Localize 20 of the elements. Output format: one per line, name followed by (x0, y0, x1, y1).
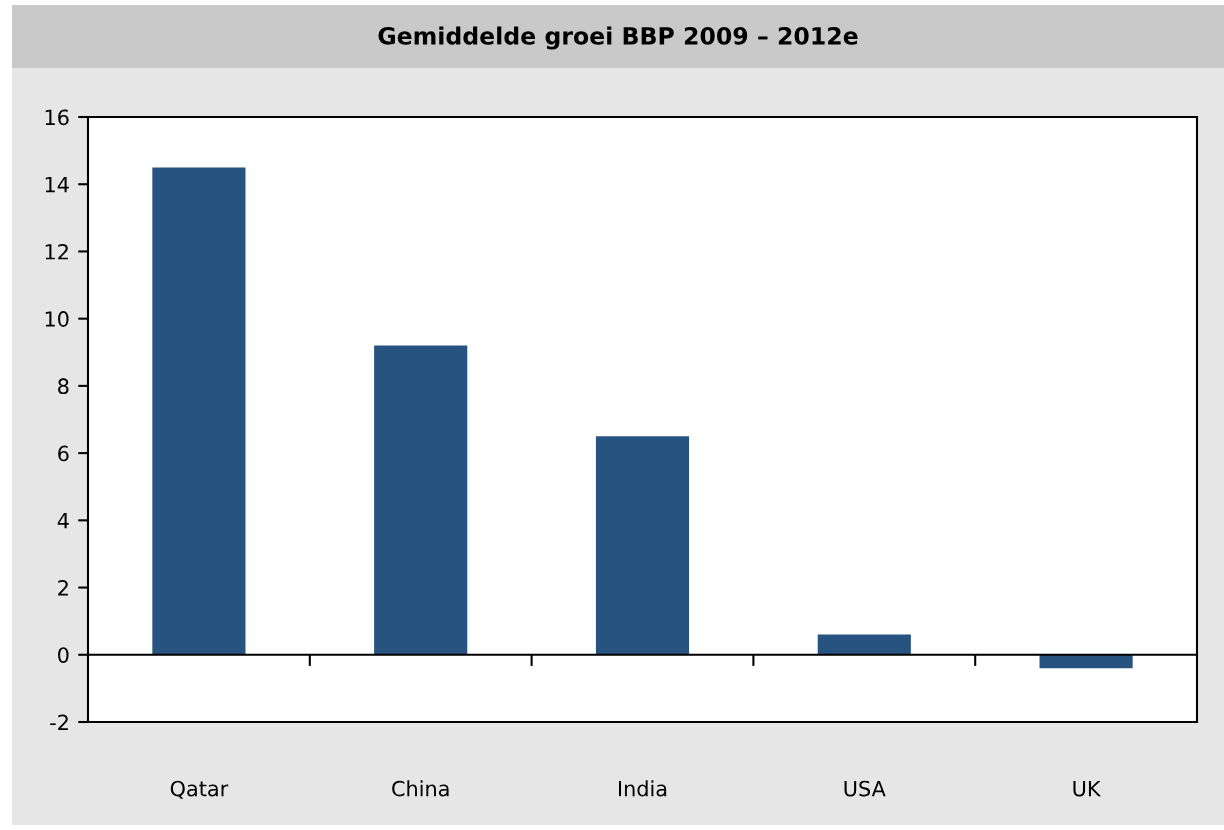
x-tick-label: Qatar (170, 780, 229, 799)
bar (152, 167, 246, 655)
x-tick-label: India (618, 780, 667, 797)
y-tick-label: 2 (58, 580, 68, 596)
bar (374, 345, 468, 655)
bar (817, 634, 911, 655)
y-tick-label: 14 (45, 176, 69, 193)
chart-title: Gemiddelde groei BBP 2009 – 2012e (378, 26, 858, 50)
y-tick-label: 10 (45, 311, 69, 327)
y-tick-label: -2 (50, 714, 68, 730)
y-tick-label: 4 (57, 513, 69, 529)
x-tick-label: UK (1073, 780, 1101, 797)
x-tick-label: China (392, 780, 449, 797)
y-tick-label: 6 (58, 445, 69, 462)
y-tick-label: 16 (45, 109, 69, 126)
y-tick-label: 0 (58, 647, 69, 663)
bar (595, 436, 690, 655)
y-tick-label: 8 (58, 378, 69, 395)
y-tick-label: 12 (45, 243, 68, 260)
x-tick-label: USA (844, 780, 886, 797)
